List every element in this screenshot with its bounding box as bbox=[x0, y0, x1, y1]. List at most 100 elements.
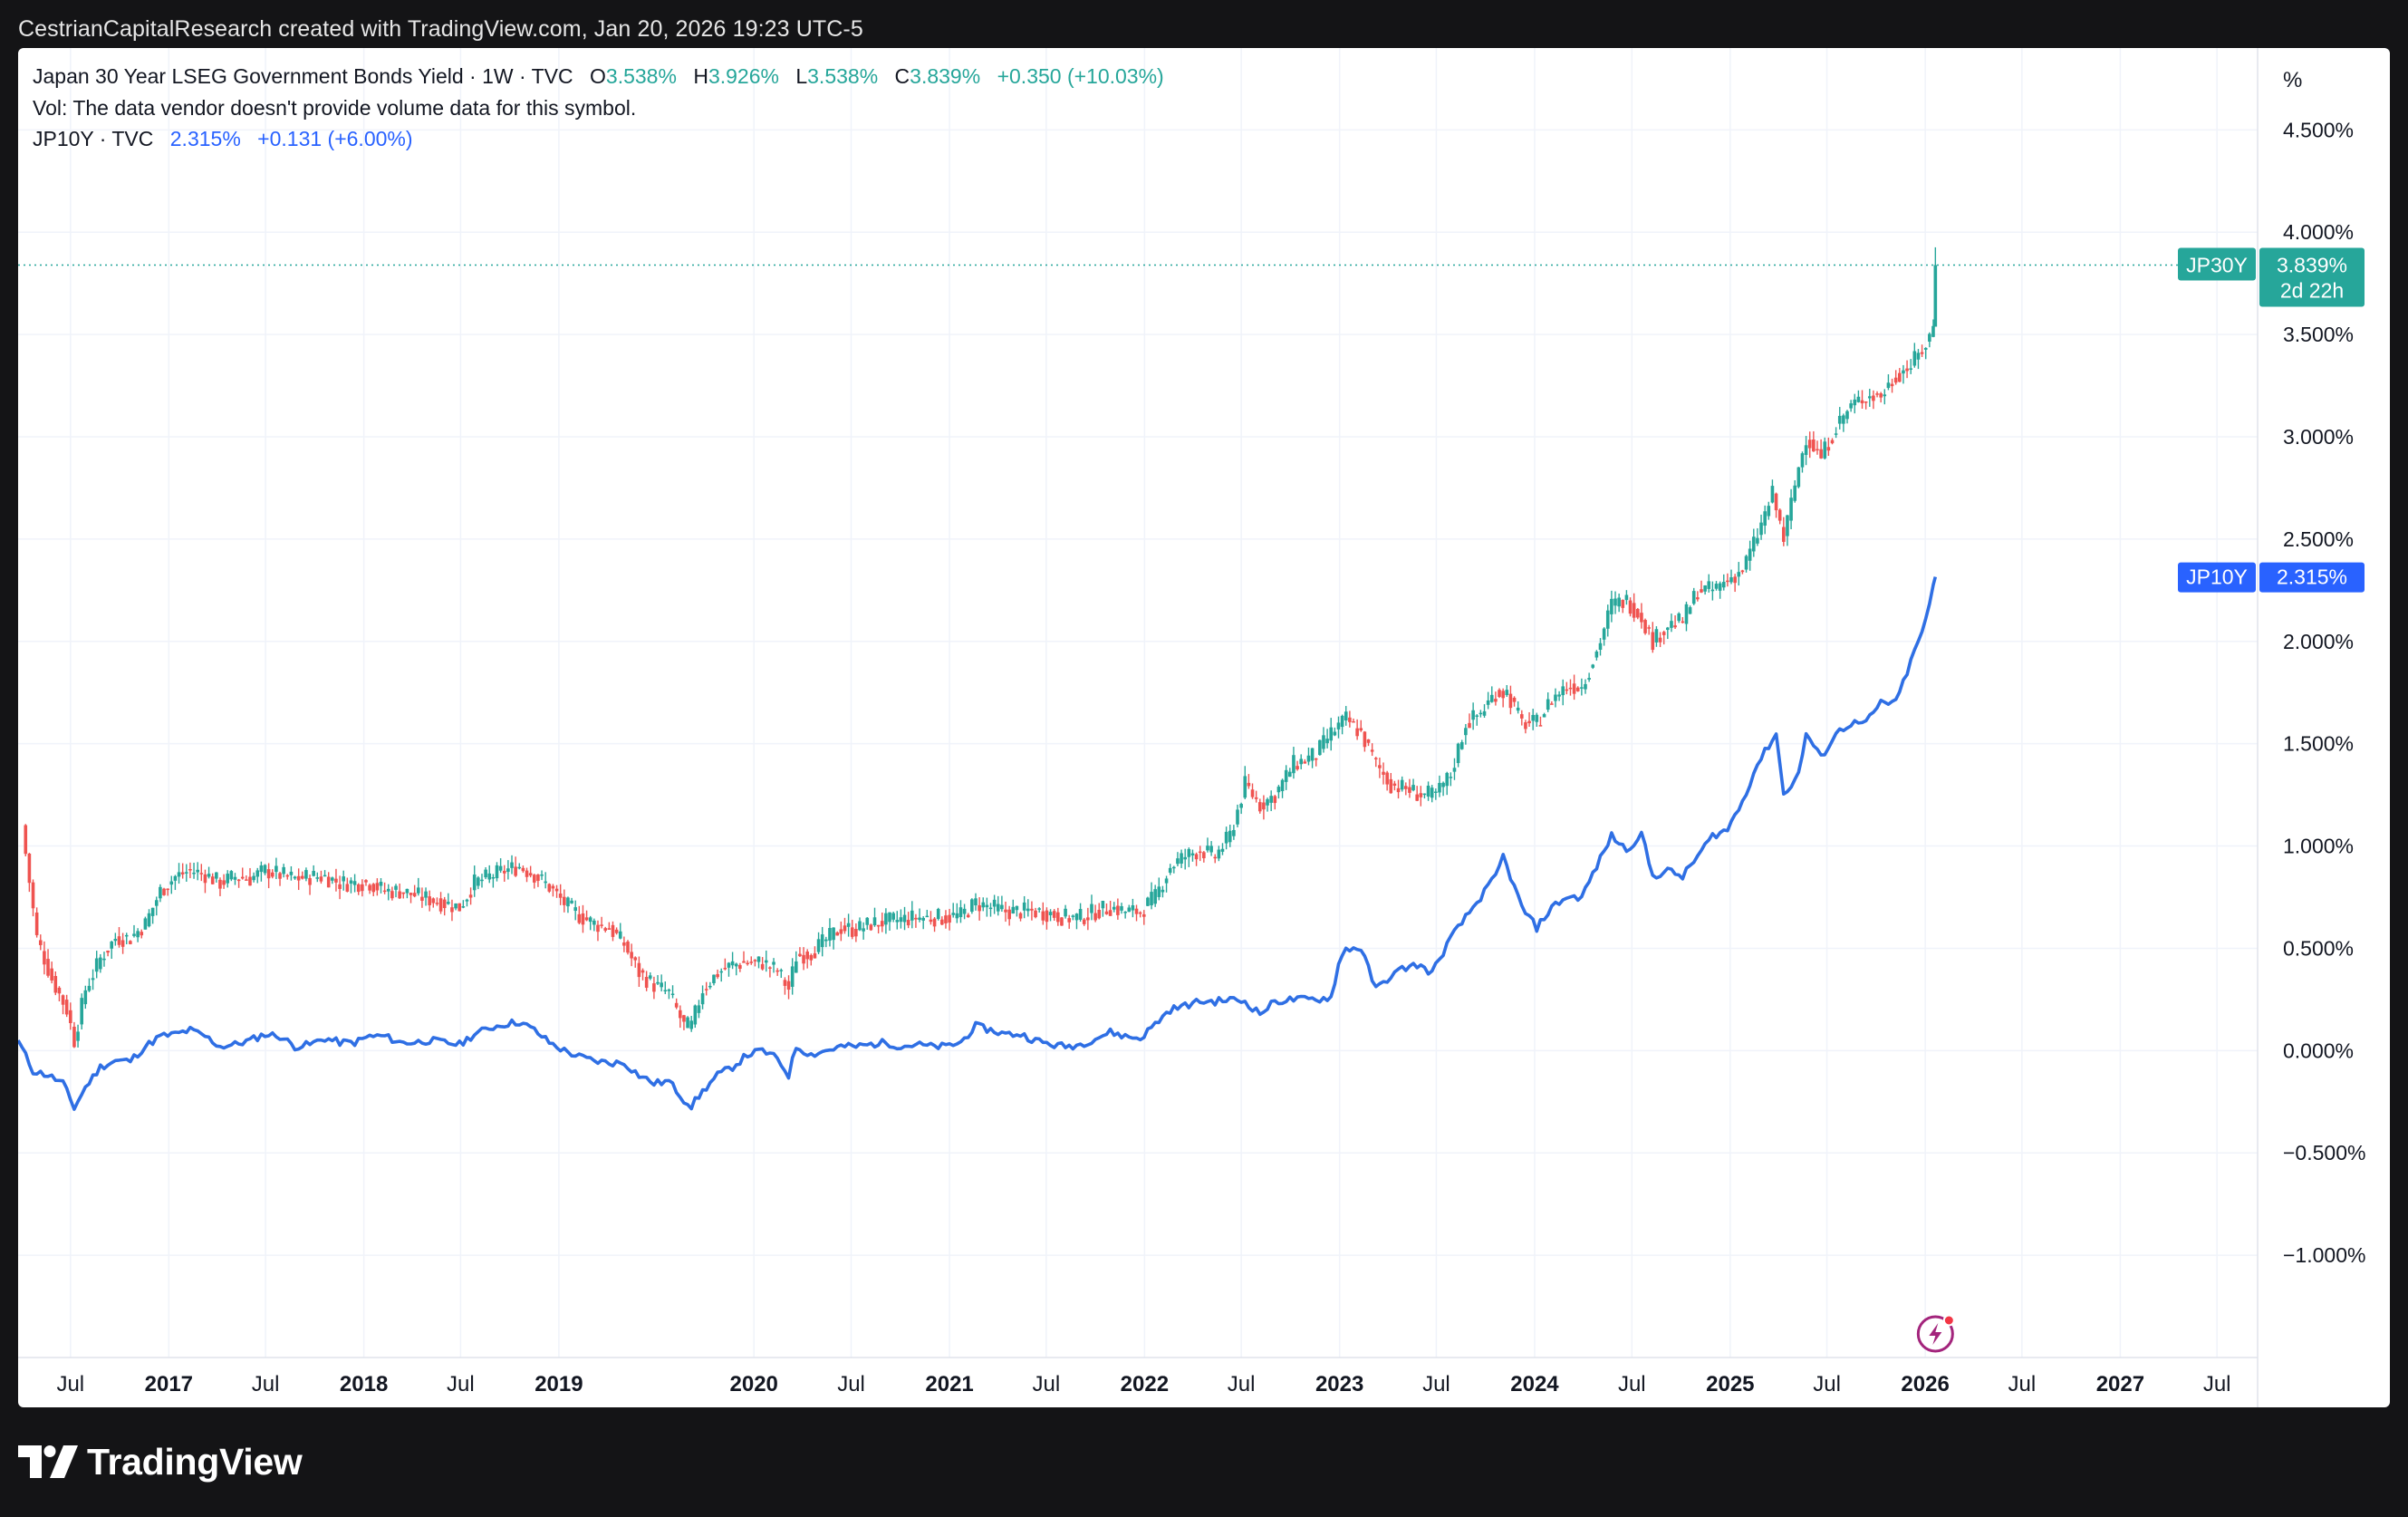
jp30y-candle-body bbox=[1452, 768, 1457, 772]
jp30y-candle-body bbox=[614, 929, 619, 933]
legend-main[interactable]: Japan 30 Year LSEG Government Bonds Yiel… bbox=[33, 64, 1164, 89]
jp30y-candle-body bbox=[106, 950, 110, 953]
jp30y-candle-body bbox=[1146, 897, 1150, 906]
jp30y-candle-body bbox=[1842, 415, 1845, 424]
jp30y-candle-body bbox=[368, 884, 371, 891]
jp30y-candle-body bbox=[1501, 691, 1505, 699]
jp30y-candle-body bbox=[1426, 785, 1430, 797]
jp30y-candle-body bbox=[1288, 771, 1292, 778]
jp30y-candle-body bbox=[282, 866, 285, 874]
jp30y-candle-body bbox=[1217, 849, 1221, 859]
jp30y-candle-body bbox=[270, 872, 275, 877]
tradingview-logo[interactable]: TradingView bbox=[18, 1439, 303, 1484]
jp30y-candle-body bbox=[1479, 712, 1483, 715]
jp30y-candle-body bbox=[603, 928, 608, 931]
jp30y-candle-body bbox=[1266, 798, 1269, 806]
jp30y-candle-body bbox=[304, 870, 308, 879]
y-tick-label: 3.000% bbox=[2283, 425, 2354, 449]
jp30y-candle-body bbox=[1456, 743, 1460, 764]
jp30y-candle-body bbox=[1161, 889, 1165, 893]
legend-close-label: C bbox=[894, 64, 910, 88]
jp30y-candle-body bbox=[498, 865, 503, 871]
jp30y-candle-body bbox=[1580, 687, 1584, 689]
jp30y-candle-body bbox=[910, 910, 914, 921]
alert-bolt-icon[interactable] bbox=[1916, 1314, 1955, 1353]
jp30y-candle-body bbox=[162, 888, 166, 895]
jp30y-candle-body bbox=[255, 870, 260, 877]
jp30y-candle-body bbox=[169, 881, 174, 885]
jp30y-candle-body bbox=[1691, 591, 1696, 604]
jp30y-candle-body bbox=[528, 873, 533, 876]
jp30y-candle-body bbox=[140, 932, 144, 936]
chart-canvas[interactable]: 4.500% 4.000% 3.500% 3.000% 2.500% 2.000% 1.50… bbox=[18, 48, 2390, 1407]
jp30y-candle-body bbox=[1830, 440, 1835, 444]
jp30y-candle-body bbox=[547, 884, 552, 892]
jp30y-candle-body bbox=[184, 872, 188, 874]
x-tick-label: 2021 bbox=[925, 1372, 973, 1396]
y-tick-label: 4.000% bbox=[2283, 220, 2354, 244]
jp30y-candle-body bbox=[1475, 715, 1479, 717]
jp30y-candle-body bbox=[581, 913, 585, 925]
jp30y-candle-body bbox=[660, 982, 663, 988]
jp30y-candle-body bbox=[61, 995, 65, 1005]
jp30y-candle-body bbox=[323, 874, 327, 877]
jp10y-badge-value: 2.315% bbox=[2277, 565, 2347, 589]
jp30y-candle-body bbox=[275, 865, 278, 873]
legend-compare[interactable]: JP10Y · TVC 2.315% +0.131 (+6.00%) bbox=[33, 127, 413, 151]
x-tick-label: Jul bbox=[1032, 1372, 1060, 1396]
jp30y-candle-body bbox=[1041, 911, 1045, 921]
jp30y-candle-body bbox=[1519, 714, 1524, 719]
jp30y-candle-body bbox=[102, 958, 106, 961]
jp30y-candle-body bbox=[442, 899, 447, 909]
jp30y-candle-body bbox=[177, 872, 181, 877]
jp30y-candle-body bbox=[1090, 903, 1093, 913]
jp30y-candle-body bbox=[932, 918, 937, 927]
jp30y-candle-body bbox=[1707, 581, 1711, 589]
jp30y-candle-body bbox=[159, 886, 162, 899]
jp30y-candle-body bbox=[1816, 449, 1819, 451]
jp30y-candle-body bbox=[1486, 700, 1490, 705]
jp30y-candle-body bbox=[708, 985, 712, 988]
jp30y-candle-body bbox=[1422, 793, 1427, 796]
jp30y-candle-body bbox=[124, 934, 129, 937]
tradingview-logo-icon bbox=[18, 1445, 78, 1478]
jp30y-candle-body bbox=[1037, 908, 1041, 910]
tradingview-brand-text: TradingView bbox=[87, 1440, 303, 1483]
jp30y-candle-body bbox=[50, 968, 53, 981]
jp30y-candle-body bbox=[1853, 399, 1857, 406]
jp30y-candle-body bbox=[592, 920, 596, 925]
jp30y-candle-body bbox=[1737, 572, 1741, 577]
jp30y-candle-body bbox=[405, 888, 409, 894]
jp30y-candle-body bbox=[1628, 600, 1633, 614]
x-tick-label: Jul bbox=[2008, 1372, 2037, 1396]
jp30y-candle-body bbox=[285, 874, 290, 877]
jp30y-candle-body bbox=[424, 891, 428, 898]
jp30y-candle-body bbox=[458, 903, 462, 912]
x-tick-label: 2024 bbox=[1510, 1372, 1559, 1396]
jp30y-candle-body bbox=[1710, 589, 1715, 592]
jp30y-candle-body bbox=[386, 888, 390, 892]
jp30y-candle-body bbox=[652, 983, 656, 992]
jp30y-candle-body bbox=[1468, 722, 1471, 729]
jp30y-candle-body bbox=[1056, 912, 1060, 923]
chart-panel[interactable]: 4.500% 4.000% 3.500% 3.000% 2.500% 2.000% 1.50… bbox=[18, 48, 2390, 1407]
jp30y-candle-body bbox=[356, 884, 361, 893]
jp30y-candle-body bbox=[686, 1017, 689, 1029]
jp30y-candle-body bbox=[679, 1010, 682, 1019]
jp30y-candle-body bbox=[416, 887, 420, 894]
jp30y-candle-body bbox=[192, 872, 196, 874]
jp30y-candle-body bbox=[1867, 396, 1872, 399]
jp30y-candle-body bbox=[1875, 393, 1879, 395]
jp30y-candle-body bbox=[401, 892, 406, 894]
jp30y-badge-value: 3.839% bbox=[2277, 254, 2347, 277]
jp30y-candle-body bbox=[865, 917, 870, 925]
jp30y-candle-body bbox=[1134, 908, 1139, 914]
jp30y-candle-body bbox=[1445, 772, 1450, 787]
jp30y-candle-body bbox=[1647, 627, 1651, 629]
jp30y-candle-body bbox=[1617, 597, 1621, 607]
jp30y-candle-body bbox=[1837, 415, 1842, 424]
x-tick-label: 2019 bbox=[535, 1372, 583, 1396]
jp30y-candle-body bbox=[611, 924, 615, 937]
jp30y-candle-body bbox=[723, 968, 727, 970]
jp30y-candle-body bbox=[1329, 727, 1334, 741]
